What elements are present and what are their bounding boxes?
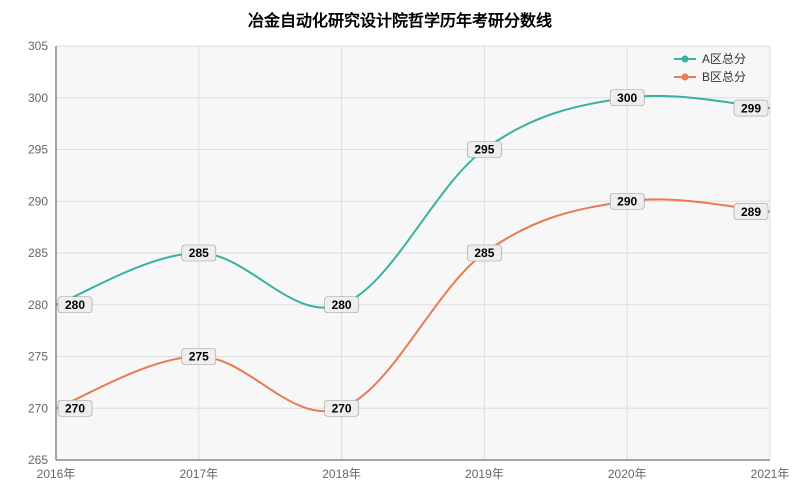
y-tick-label: 280 — [28, 298, 48, 312]
data-label: 300 — [617, 91, 637, 105]
data-label: 285 — [189, 246, 209, 260]
y-tick-label: 275 — [28, 350, 48, 364]
y-tick-label: 295 — [28, 143, 48, 157]
chart-container: 265 270 275 280 285 290 295 300 305 2016年 2017年 201… — [0, 0, 800, 500]
x-tick-label: 2020年 — [608, 467, 647, 481]
data-label: 289 — [741, 205, 761, 219]
legend-marker — [682, 74, 689, 81]
data-label: 285 — [474, 246, 494, 260]
x-tick-label: 2016年 — [37, 467, 76, 481]
y-tick-label: 285 — [28, 246, 48, 260]
y-tick-label: 270 — [28, 401, 48, 415]
data-label: 280 — [65, 298, 85, 312]
chart-svg: 265 270 275 280 285 290 295 300 305 2016年 2017年 201… — [0, 0, 800, 500]
data-label: 290 — [617, 194, 637, 208]
data-label: 270 — [332, 401, 352, 415]
legend-marker — [682, 56, 689, 63]
legend-label: A区总分 — [702, 52, 746, 66]
legend-label: B区总分 — [702, 70, 746, 84]
data-label: 299 — [741, 101, 761, 115]
y-tick-label: 305 — [28, 39, 48, 53]
y-tick-label: 300 — [28, 91, 48, 105]
data-label: 275 — [189, 350, 209, 364]
data-label: 280 — [332, 298, 352, 312]
data-label: 270 — [65, 401, 85, 415]
data-label: 295 — [474, 143, 494, 157]
x-tick-label: 2018年 — [322, 467, 361, 481]
y-tick-label: 290 — [28, 194, 48, 208]
x-tick-label: 2021年 — [751, 467, 790, 481]
chart-title: 冶金自动化研究设计院哲学历年考研分数线 — [248, 11, 552, 30]
x-tick-label: 2019年 — [465, 467, 504, 481]
x-tick-label: 2017年 — [179, 467, 218, 481]
y-tick-label: 265 — [28, 453, 48, 467]
